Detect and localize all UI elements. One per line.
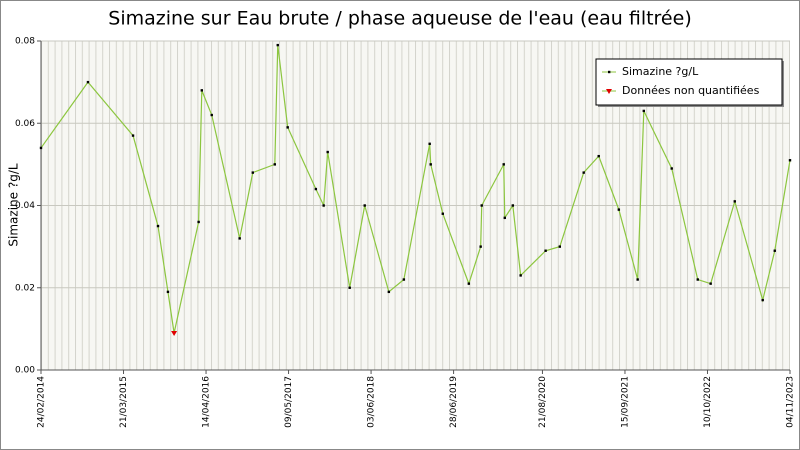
legend: Simazine ?g/L Données non quantifiées <box>595 58 784 107</box>
legend-label: Simazine ?g/L <box>622 65 699 78</box>
data-point <box>276 43 279 47</box>
data-point <box>670 167 673 170</box>
data-point <box>597 154 600 158</box>
data-point <box>429 163 432 166</box>
x-tick-label: 03/06/2018 <box>367 376 377 428</box>
data-point <box>286 126 289 129</box>
data-point <box>642 109 645 113</box>
data-point <box>696 278 699 281</box>
data-point <box>238 237 241 240</box>
legend-box <box>595 58 783 106</box>
x-tick-label: 21/03/2015 <box>119 376 129 428</box>
x-tick-label: 04/11/2023 <box>786 376 796 428</box>
data-point <box>428 142 431 146</box>
data-point <box>387 290 391 294</box>
data-point <box>314 187 318 191</box>
y-axis-label: Simazine ?g/L <box>7 163 21 246</box>
data-point <box>131 134 135 137</box>
data-point <box>166 290 170 294</box>
data-point <box>326 150 329 154</box>
data-point <box>467 282 471 285</box>
legend-marker <box>608 70 611 74</box>
y-tick-label: 0.00 <box>15 366 35 376</box>
data-point <box>348 286 351 289</box>
data-point <box>200 89 204 92</box>
x-tick-label: 24/02/2014 <box>37 376 47 428</box>
legend-marker <box>606 89 612 94</box>
data-point <box>273 163 276 166</box>
y-tick-label: 0.06 <box>15 119 35 129</box>
legend-label: Données non quantifiées <box>622 84 760 97</box>
data-point <box>558 245 561 248</box>
data-point <box>788 159 792 162</box>
data-point <box>636 278 639 281</box>
data-point <box>210 113 213 117</box>
data-point <box>582 171 585 174</box>
x-tick-label: 14/04/2016 <box>202 376 212 428</box>
data-point <box>502 163 505 166</box>
data-point <box>709 282 712 285</box>
data-point <box>197 220 200 224</box>
data-point <box>171 330 178 336</box>
data-point <box>773 249 776 252</box>
data-point <box>617 208 621 211</box>
data-point <box>519 274 522 277</box>
data-point <box>441 212 444 215</box>
chart-title: Simazine sur Eau brute / phase aqueuse d… <box>108 8 691 30</box>
data-point <box>251 171 254 174</box>
x-tick-label: 28/06/2019 <box>449 376 459 428</box>
y-tick-label: 0.02 <box>15 283 35 293</box>
data-point <box>322 204 325 207</box>
data-point <box>761 298 764 302</box>
x-tick-label: 21/08/2020 <box>538 376 548 428</box>
data-point <box>733 200 736 203</box>
x-tick-label: 09/05/2017 <box>284 376 294 428</box>
data-point <box>544 249 547 252</box>
data-point <box>363 204 366 207</box>
x-tick-label: 15/09/2021 <box>620 376 630 428</box>
x-tick-label: 10/10/2022 <box>703 376 713 428</box>
data-point <box>479 245 482 248</box>
y-tick-label: 0.08 <box>15 37 35 47</box>
data-point <box>480 204 483 207</box>
data-point <box>511 204 515 207</box>
data-point <box>86 80 90 84</box>
data-point <box>402 278 406 281</box>
y-tick-label: 0.04 <box>15 201 35 211</box>
data-point <box>39 146 43 150</box>
data-point <box>156 224 160 228</box>
data-point <box>503 216 506 220</box>
